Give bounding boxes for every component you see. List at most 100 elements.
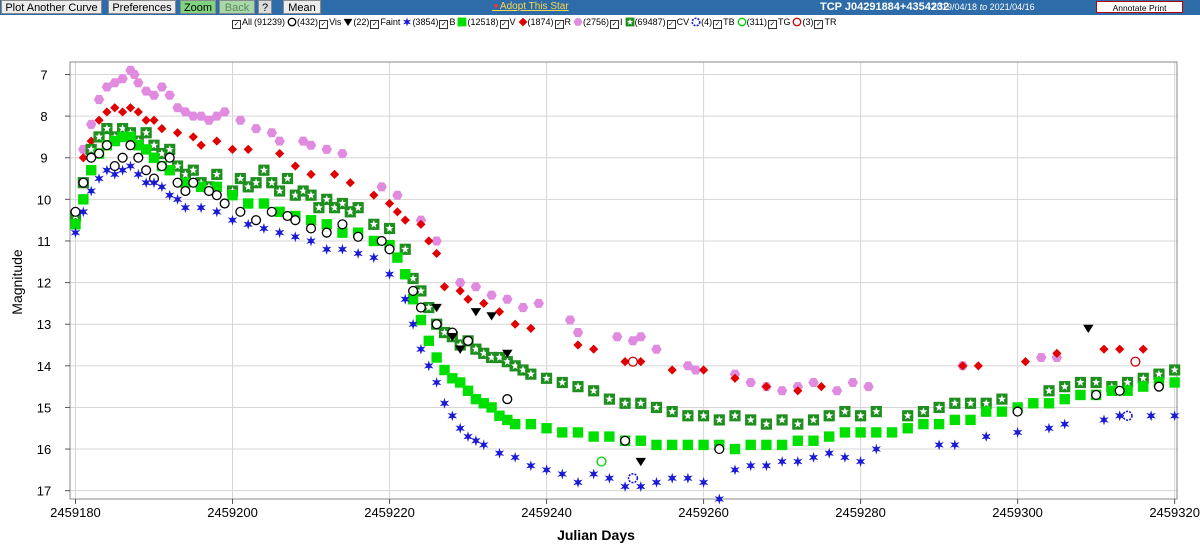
legend-item-tg[interactable]: (311) ✓ TG xyxy=(736,16,790,29)
data-point-faint xyxy=(431,303,442,313)
data-point-i xyxy=(195,111,207,121)
back-button[interactable]: Back xyxy=(219,0,255,14)
data-point-faint xyxy=(486,312,497,321)
data-point-r xyxy=(329,169,340,179)
legend-count: (22) xyxy=(353,17,370,27)
help-button[interactable]: ? xyxy=(258,0,272,14)
data-point-r xyxy=(118,107,128,117)
data-point-r xyxy=(400,215,410,225)
y-tick-label: 7 xyxy=(40,67,47,82)
data-point-r xyxy=(141,115,151,125)
data-point-b xyxy=(934,439,944,451)
mean-button[interactable]: Mean xyxy=(283,0,321,14)
data-point-cv xyxy=(336,197,349,210)
x-axis-label: Julian Days xyxy=(557,527,635,543)
data-point-cv xyxy=(745,414,757,426)
series-v xyxy=(70,131,1180,455)
legend-item-i[interactable]: (2756) ✓ I xyxy=(572,16,623,29)
checkbox-icon[interactable]: ✓ xyxy=(499,20,509,29)
data-point-b xyxy=(86,185,96,197)
legend-item-cv[interactable]: (69487) ✓ CV xyxy=(624,16,690,29)
legend-item-v[interactable]: (12518) ✓ V xyxy=(456,16,516,29)
legend-item-vis[interactable]: (432) ✓ Vis xyxy=(286,16,341,29)
data-point-i xyxy=(266,128,277,138)
checkbox-icon[interactable]: ✓ xyxy=(666,20,676,29)
data-point-v xyxy=(462,385,474,396)
checkbox-icon[interactable]: ✓ xyxy=(370,20,380,29)
legend-label: CV xyxy=(676,17,690,27)
data-point-b xyxy=(981,431,991,442)
y-axis-label: Magnitude xyxy=(9,249,25,315)
data-point-i xyxy=(101,82,113,92)
data-point-vis xyxy=(125,140,136,151)
data-point-v xyxy=(1043,398,1055,409)
data-point-vis xyxy=(251,215,262,226)
data-point-cv xyxy=(470,343,482,355)
data-point-b xyxy=(871,443,881,455)
preferences-button[interactable]: Preferences xyxy=(108,0,176,14)
data-point-i xyxy=(847,378,858,387)
data-point-b xyxy=(243,218,253,230)
data-point-cv xyxy=(438,326,451,339)
legend-label: Faint xyxy=(380,17,401,27)
data-point-i xyxy=(863,382,874,392)
legend-item-tb[interactable]: (4) ✓ TB xyxy=(690,16,735,29)
data-point-vis xyxy=(133,152,144,163)
data-point-v xyxy=(682,439,694,451)
data-point-i xyxy=(203,115,215,125)
data-point-vis xyxy=(431,319,442,330)
data-point-v xyxy=(604,431,615,442)
adopt-this-star-link[interactable]: ▼Adopt This Star xyxy=(492,1,569,13)
legend-item-b[interactable]: (3854) ✓ B xyxy=(401,16,455,29)
data-point-cv xyxy=(148,139,160,151)
data-point-v xyxy=(572,427,584,438)
data-point-i xyxy=(533,298,544,308)
data-point-r xyxy=(133,107,143,117)
data-point-b xyxy=(290,231,301,243)
data-point-r xyxy=(479,298,489,308)
data-point-v xyxy=(407,294,419,305)
checkbox-icon[interactable]: ✓ xyxy=(439,20,449,29)
data-point-vis xyxy=(117,152,128,163)
data-point-cv xyxy=(93,131,105,143)
data-point-v xyxy=(211,181,223,193)
data-point-v xyxy=(698,439,709,451)
checkbox-icon[interactable]: ✓ xyxy=(554,20,564,29)
legend-symbol-vis xyxy=(287,17,297,27)
data-point-r xyxy=(149,115,159,125)
legend-item-all[interactable]: ✓ All (91239) xyxy=(232,16,285,29)
checkbox-icon[interactable]: ✓ xyxy=(232,20,241,29)
data-point-cv xyxy=(917,406,930,418)
data-point-tb xyxy=(1122,410,1133,421)
data-point-cv xyxy=(807,414,820,426)
data-point-v xyxy=(85,165,97,176)
data-point-r xyxy=(157,123,167,134)
plot-another-curve-button[interactable]: Plot Another Curve xyxy=(1,0,102,14)
data-point-b xyxy=(808,451,819,463)
data-point-i xyxy=(745,378,756,387)
legend-item-r[interactable]: (1874) ✓ R xyxy=(517,16,571,29)
zoom-button[interactable]: Zoom xyxy=(180,0,216,14)
data-point-vis xyxy=(235,206,246,217)
series-tg xyxy=(596,456,607,467)
checkbox-icon[interactable]: ✓ xyxy=(767,20,777,29)
light-curve-chart: 2459180 2459200 2459220 2459240 2459260 24592… xyxy=(9,61,1200,543)
checkbox-icon[interactable]: ✓ xyxy=(610,20,620,29)
checkbox-icon[interactable]: ✓ xyxy=(713,20,723,29)
legend-item-tr[interactable]: (3) ✓ TR xyxy=(791,16,836,29)
data-point-v xyxy=(368,235,380,247)
checkbox-icon[interactable]: ✓ xyxy=(814,20,824,29)
data-point-r xyxy=(243,144,253,154)
legend-symbol-r xyxy=(518,17,527,27)
annotate-print-button[interactable]: Annotate Print xyxy=(1096,1,1183,13)
data-point-v xyxy=(839,427,851,438)
data-point-v xyxy=(525,418,537,430)
data-point-cv xyxy=(399,243,411,255)
data-point-i xyxy=(148,90,160,100)
data-point-r xyxy=(455,286,465,296)
data-point-i xyxy=(831,386,843,396)
data-point-v xyxy=(439,364,450,376)
data-point-vis xyxy=(714,443,725,455)
checkbox-icon[interactable]: ✓ xyxy=(319,20,329,29)
legend-item-faint[interactable]: (22) ✓ Faint xyxy=(342,16,400,29)
